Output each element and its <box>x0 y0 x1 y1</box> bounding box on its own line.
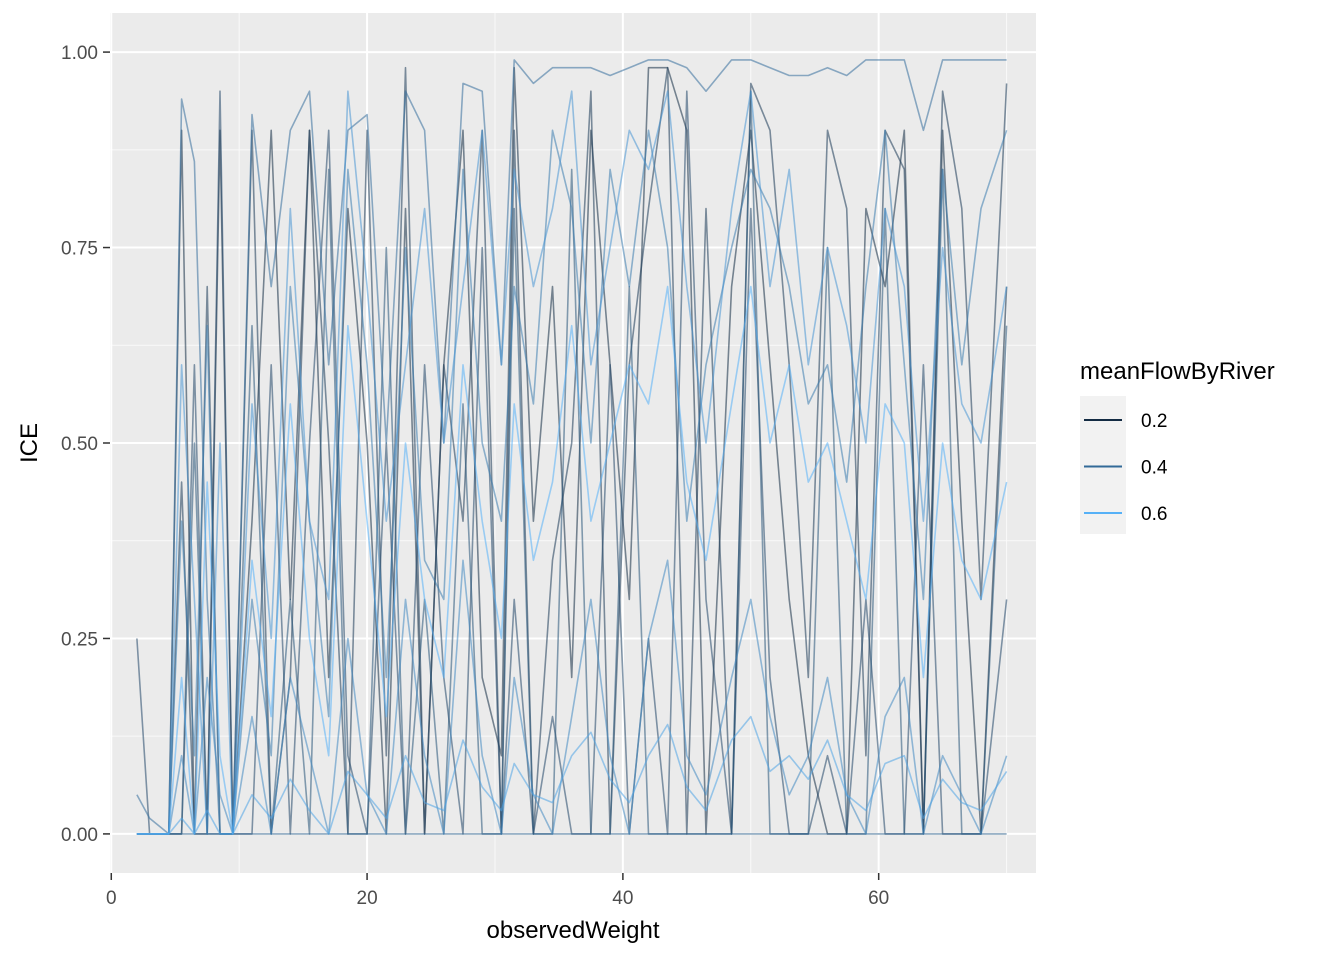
legend-entries: 0.2 0.4 0.6 <box>1084 411 1168 525</box>
ice-line <box>136 559 1008 835</box>
ice-line <box>136 129 1008 835</box>
y-tick-label: 1.00 <box>61 43 98 64</box>
ice-line <box>136 90 1008 835</box>
x-tick-label: 0 <box>106 888 117 909</box>
ice-line <box>136 715 1008 835</box>
legend-title: meanFlowByRiver <box>1080 358 1275 385</box>
x-axis-ticks: 0 20 40 60 <box>106 873 889 909</box>
y-tick-label: 0.75 <box>61 239 98 260</box>
y-tick-label: 0.00 <box>61 825 98 846</box>
x-tick-label: 20 <box>357 888 378 909</box>
y-tick-label: 0.50 <box>61 434 98 455</box>
legend: meanFlowByRiver 0.2 0.4 0.6 <box>1080 358 1275 534</box>
y-axis-ticks: 0.00 0.25 0.50 0.75 1.00 <box>61 43 110 846</box>
x-tick-label: 60 <box>868 888 889 909</box>
ice-line <box>136 285 1008 835</box>
x-tick-label: 40 <box>612 888 633 909</box>
x-axis-title: observedWeight <box>487 917 660 944</box>
legend-label: 0.4 <box>1141 458 1168 479</box>
ice-line <box>136 59 1007 835</box>
y-tick-label: 0.25 <box>61 629 98 650</box>
ice-line <box>136 66 1008 835</box>
series-lines <box>136 59 1008 835</box>
y-axis-title: ICE <box>16 423 43 463</box>
legend-label: 0.2 <box>1141 411 1167 432</box>
legend-label: 0.6 <box>1141 504 1167 525</box>
